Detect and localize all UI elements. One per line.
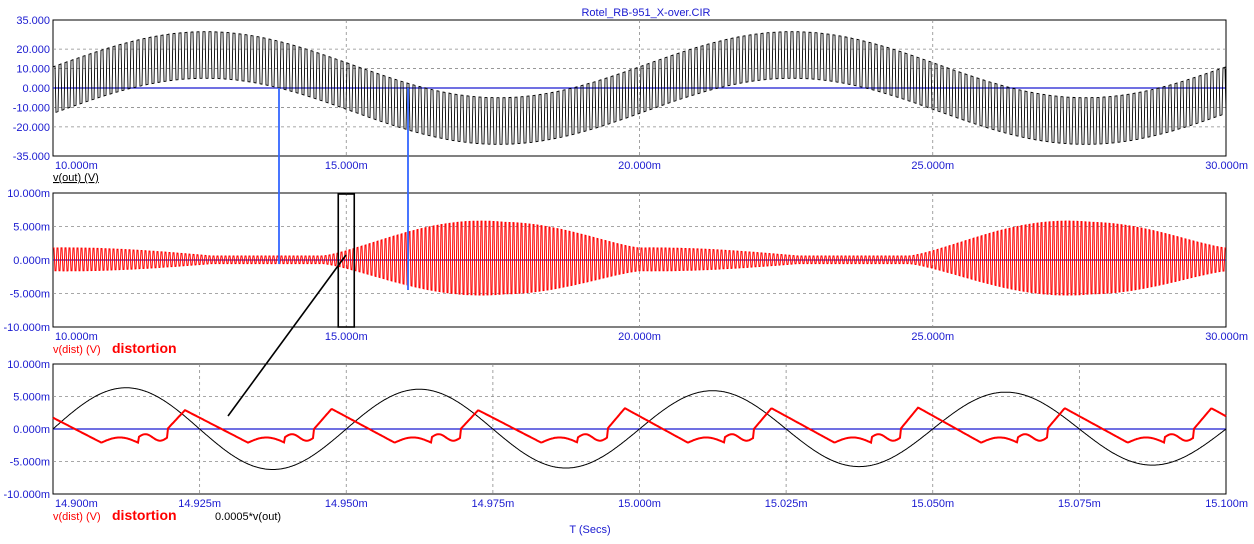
y-tick-label: -35.000	[13, 151, 50, 163]
y-tick-label: -5.000m	[10, 457, 50, 469]
x-tick-label: 10.000m	[55, 160, 98, 172]
panel1-ylabel: v(out) (V)	[53, 172, 99, 184]
panel-vout: 35.000 20.000 10.000 0.000 -10.000 -20.000 -35…	[13, 15, 1248, 172]
zoom-connectors	[227, 88, 409, 417]
x-tick-label: 15.000m	[618, 498, 661, 510]
x-tick-label: 25.000m	[911, 331, 954, 343]
panel3-annotation: distortion	[112, 507, 177, 523]
x-tick-label: 14.975m	[471, 498, 514, 510]
plot-title: Rotel_RB-951_X-over.CIR	[581, 7, 710, 19]
panel3-legend-out: 0.0005*v(out)	[215, 511, 281, 523]
x-tick-label: 14.900m	[55, 498, 98, 510]
x-tick-label: 15.075m	[1058, 498, 1101, 510]
y-tick-label: 20.000	[16, 44, 50, 56]
y-tick-label: -10.000m	[4, 489, 50, 501]
x-tick-label: 10.000m	[55, 331, 98, 343]
x-tick-label: 15.000m	[325, 331, 368, 343]
y-tick-label: 10.000m	[7, 359, 50, 371]
x-tick-label: 14.925m	[178, 498, 221, 510]
y-tick-label: -5.000m	[10, 289, 50, 301]
x-tick-label: 20.000m	[618, 331, 661, 343]
zoom-pointer-line	[227, 254, 347, 417]
series-vdist-zoom	[52, 406, 1227, 445]
x-tick-label: 30.000m	[1205, 160, 1248, 172]
x-tick-label: 14.950m	[325, 498, 368, 510]
y-tick-label: -10.000	[13, 102, 50, 114]
x-tick-label: 15.025m	[765, 498, 808, 510]
panel2-annotation: distortion	[112, 340, 177, 356]
y-tick-label: 0.000m	[13, 255, 50, 267]
series-vdist	[53, 220, 1227, 296]
x-tick-label: 15.050m	[911, 498, 954, 510]
x-tick-label: 25.000m	[911, 160, 954, 172]
series-vout	[52, 31, 1227, 145]
y-tick-label: -20.000	[13, 122, 50, 134]
y-tick-label: 0.000m	[13, 424, 50, 436]
panel3-legend-dist: v(dist) (V)	[53, 511, 101, 523]
y-tick-label: 10.000	[16, 64, 50, 76]
y-tick-label: 0.000	[22, 83, 50, 95]
panel-vdist: 10.000m 5.000m 0.000m -5.000m -10.000m 10.000…	[4, 188, 1248, 343]
x-tick-label: 30.000m	[1205, 331, 1248, 343]
panel-zoom: 10.000m 5.000m 0.000m -5.000m -10.000m 14.900…	[4, 359, 1248, 510]
x-axis-label: T (Secs)	[569, 524, 610, 536]
x-tick-label: 15.100m	[1205, 498, 1248, 510]
y-tick-label: 5.000m	[13, 222, 50, 234]
y-tick-label: 10.000m	[7, 188, 50, 200]
y-tick-label: -10.000m	[4, 322, 50, 334]
y-tick-label: 35.000	[16, 15, 50, 27]
x-tick-label: 20.000m	[618, 160, 661, 172]
panel2-ylabel: v(dist) (V)	[53, 344, 101, 356]
zoom-marker-box	[337, 193, 356, 328]
y-tick-label: 5.000m	[13, 392, 50, 404]
series-scaled-vout	[52, 387, 1227, 470]
x-tick-label: 15.000m	[325, 160, 368, 172]
